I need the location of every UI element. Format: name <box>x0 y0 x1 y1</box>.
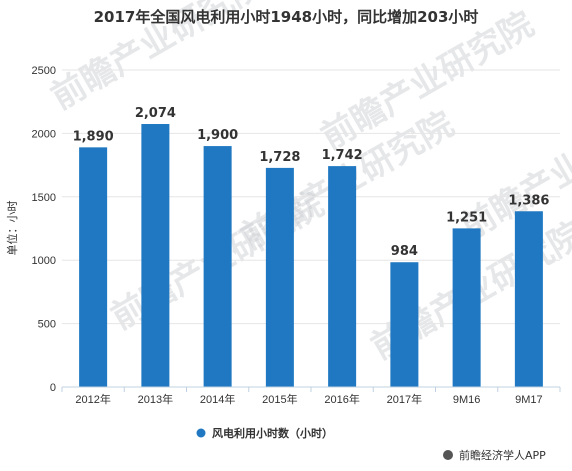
bar[interactable] <box>79 147 108 387</box>
y-tick-label: 1500 <box>32 192 56 204</box>
bar[interactable] <box>203 146 232 387</box>
x-tick-label: 2017年 <box>387 392 422 406</box>
y-tick-label: 0 <box>50 382 56 394</box>
data-label: 2,074 <box>135 106 176 121</box>
watermark-layer: 前瞻产业研究院前瞻产业研究院前瞻产业研究院前瞻产业研究院前瞻产业研究院前瞻产业研… <box>45 0 572 368</box>
data-label: 1,728 <box>259 150 300 165</box>
source-credit: 前瞻经济学人APP <box>443 448 546 462</box>
bar[interactable] <box>390 262 419 387</box>
bar[interactable] <box>452 228 481 387</box>
data-label: 984 <box>391 244 418 259</box>
y-tick-label: 2500 <box>32 65 56 77</box>
data-label: 1,890 <box>73 129 114 144</box>
y-tick-label: 1000 <box>32 255 56 267</box>
x-tick-label: 2014年 <box>200 392 235 406</box>
chart-title: 2017年全国风电利用小时1948小时，同比增加203小时 <box>94 8 479 26</box>
bar[interactable] <box>141 124 170 388</box>
x-tick-label: 2016年 <box>324 392 359 406</box>
bar[interactable] <box>265 167 294 387</box>
y-axis-label: 单位：小时 <box>5 201 19 256</box>
y-tick-label: 500 <box>38 319 56 331</box>
x-tick-label: 9M17 <box>515 394 543 406</box>
bar[interactable] <box>514 211 543 387</box>
legend-label: 风电利用小时数（小时） <box>212 426 333 440</box>
x-tick-label: 9M16 <box>453 394 481 406</box>
y-axis-ticks: 0 500 1000 1500 2000 2500 <box>32 65 56 394</box>
x-axis-ticks: 2012年 2013年 2014年 2015年 2016年 2017年 9M16 9M17 <box>61 387 561 406</box>
source-text: 前瞻经济学人APP <box>459 448 546 462</box>
data-label: 1,386 <box>508 193 549 208</box>
x-tick-label: 2015年 <box>262 392 297 406</box>
source-logo-icon <box>443 450 453 460</box>
x-tick-label: 2013年 <box>138 392 173 406</box>
x-tick-label: 2012年 <box>75 392 110 406</box>
legend-marker <box>196 428 206 438</box>
y-tick-label: 2000 <box>32 128 56 140</box>
legend[interactable]: 风电利用小时数（小时） <box>196 426 334 440</box>
data-label: 1,900 <box>197 128 238 143</box>
data-label: 1,251 <box>446 210 487 225</box>
data-label: 1,742 <box>322 148 363 163</box>
bar-series <box>79 124 543 388</box>
bar[interactable] <box>328 166 357 387</box>
data-labels: 1,890 2,074 1,900 1,728 1,742 984 1,251 1,386 <box>73 106 550 259</box>
